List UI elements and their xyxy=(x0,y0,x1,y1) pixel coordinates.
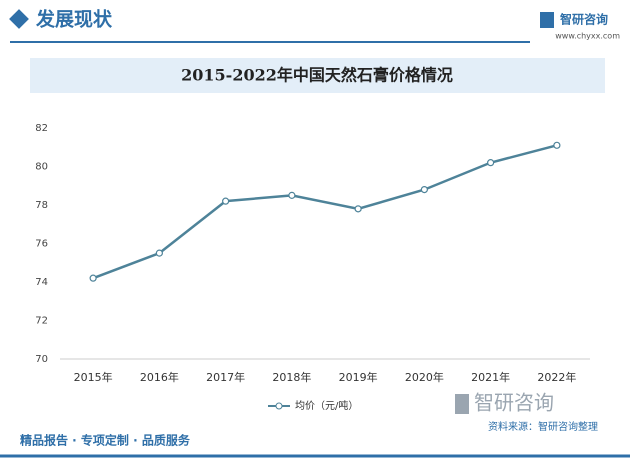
header-title: 发展现状 xyxy=(35,8,113,31)
y-tick-label: 82 xyxy=(35,123,48,134)
y-tick-label: 70 xyxy=(35,354,48,365)
y-tick-label: 74 xyxy=(35,277,48,288)
footer-source: 资料来源：智研咨询整理 xyxy=(488,420,598,433)
point xyxy=(222,197,230,205)
legend-marker xyxy=(275,402,283,410)
point xyxy=(288,191,296,199)
footer-logo-icon xyxy=(455,394,469,414)
chart-title: 2015-2022年中国天然石膏价格情况 xyxy=(181,66,453,85)
y-tick-label: 80 xyxy=(35,162,48,173)
logo-icon xyxy=(540,12,554,28)
y-tick-label: 76 xyxy=(35,239,48,250)
x-tick-label: 2015年 xyxy=(74,370,113,384)
line-series xyxy=(92,144,558,280)
legend-label: 均价（元/吨） xyxy=(295,399,358,412)
x-tick-label: 2016年 xyxy=(140,370,179,384)
point xyxy=(354,205,362,213)
x-tick-label: 2022年 xyxy=(537,370,576,384)
x-tick-label: 2021年 xyxy=(471,370,510,384)
point xyxy=(420,186,428,194)
point xyxy=(89,274,97,282)
point xyxy=(155,249,163,257)
point xyxy=(487,159,495,167)
y-tick-label: 72 xyxy=(35,316,48,327)
footer-logo: 智研咨询 xyxy=(474,391,554,415)
x-tick-label: 2018年 xyxy=(272,370,311,384)
title-band xyxy=(30,58,605,93)
header-logo: 智研咨询 xyxy=(559,12,608,27)
point xyxy=(553,141,561,149)
x-tick-label: 2020年 xyxy=(405,370,444,384)
x-tick-label: 2017年 xyxy=(206,370,245,384)
header-icon xyxy=(9,9,29,29)
footer-left: 精品报告 · 专项定制 · 品质服务 xyxy=(20,433,191,448)
y-tick-label: 78 xyxy=(35,200,48,211)
x-tick-label: 2019年 xyxy=(339,370,378,384)
header-url: www.chyxx.com xyxy=(555,32,620,41)
